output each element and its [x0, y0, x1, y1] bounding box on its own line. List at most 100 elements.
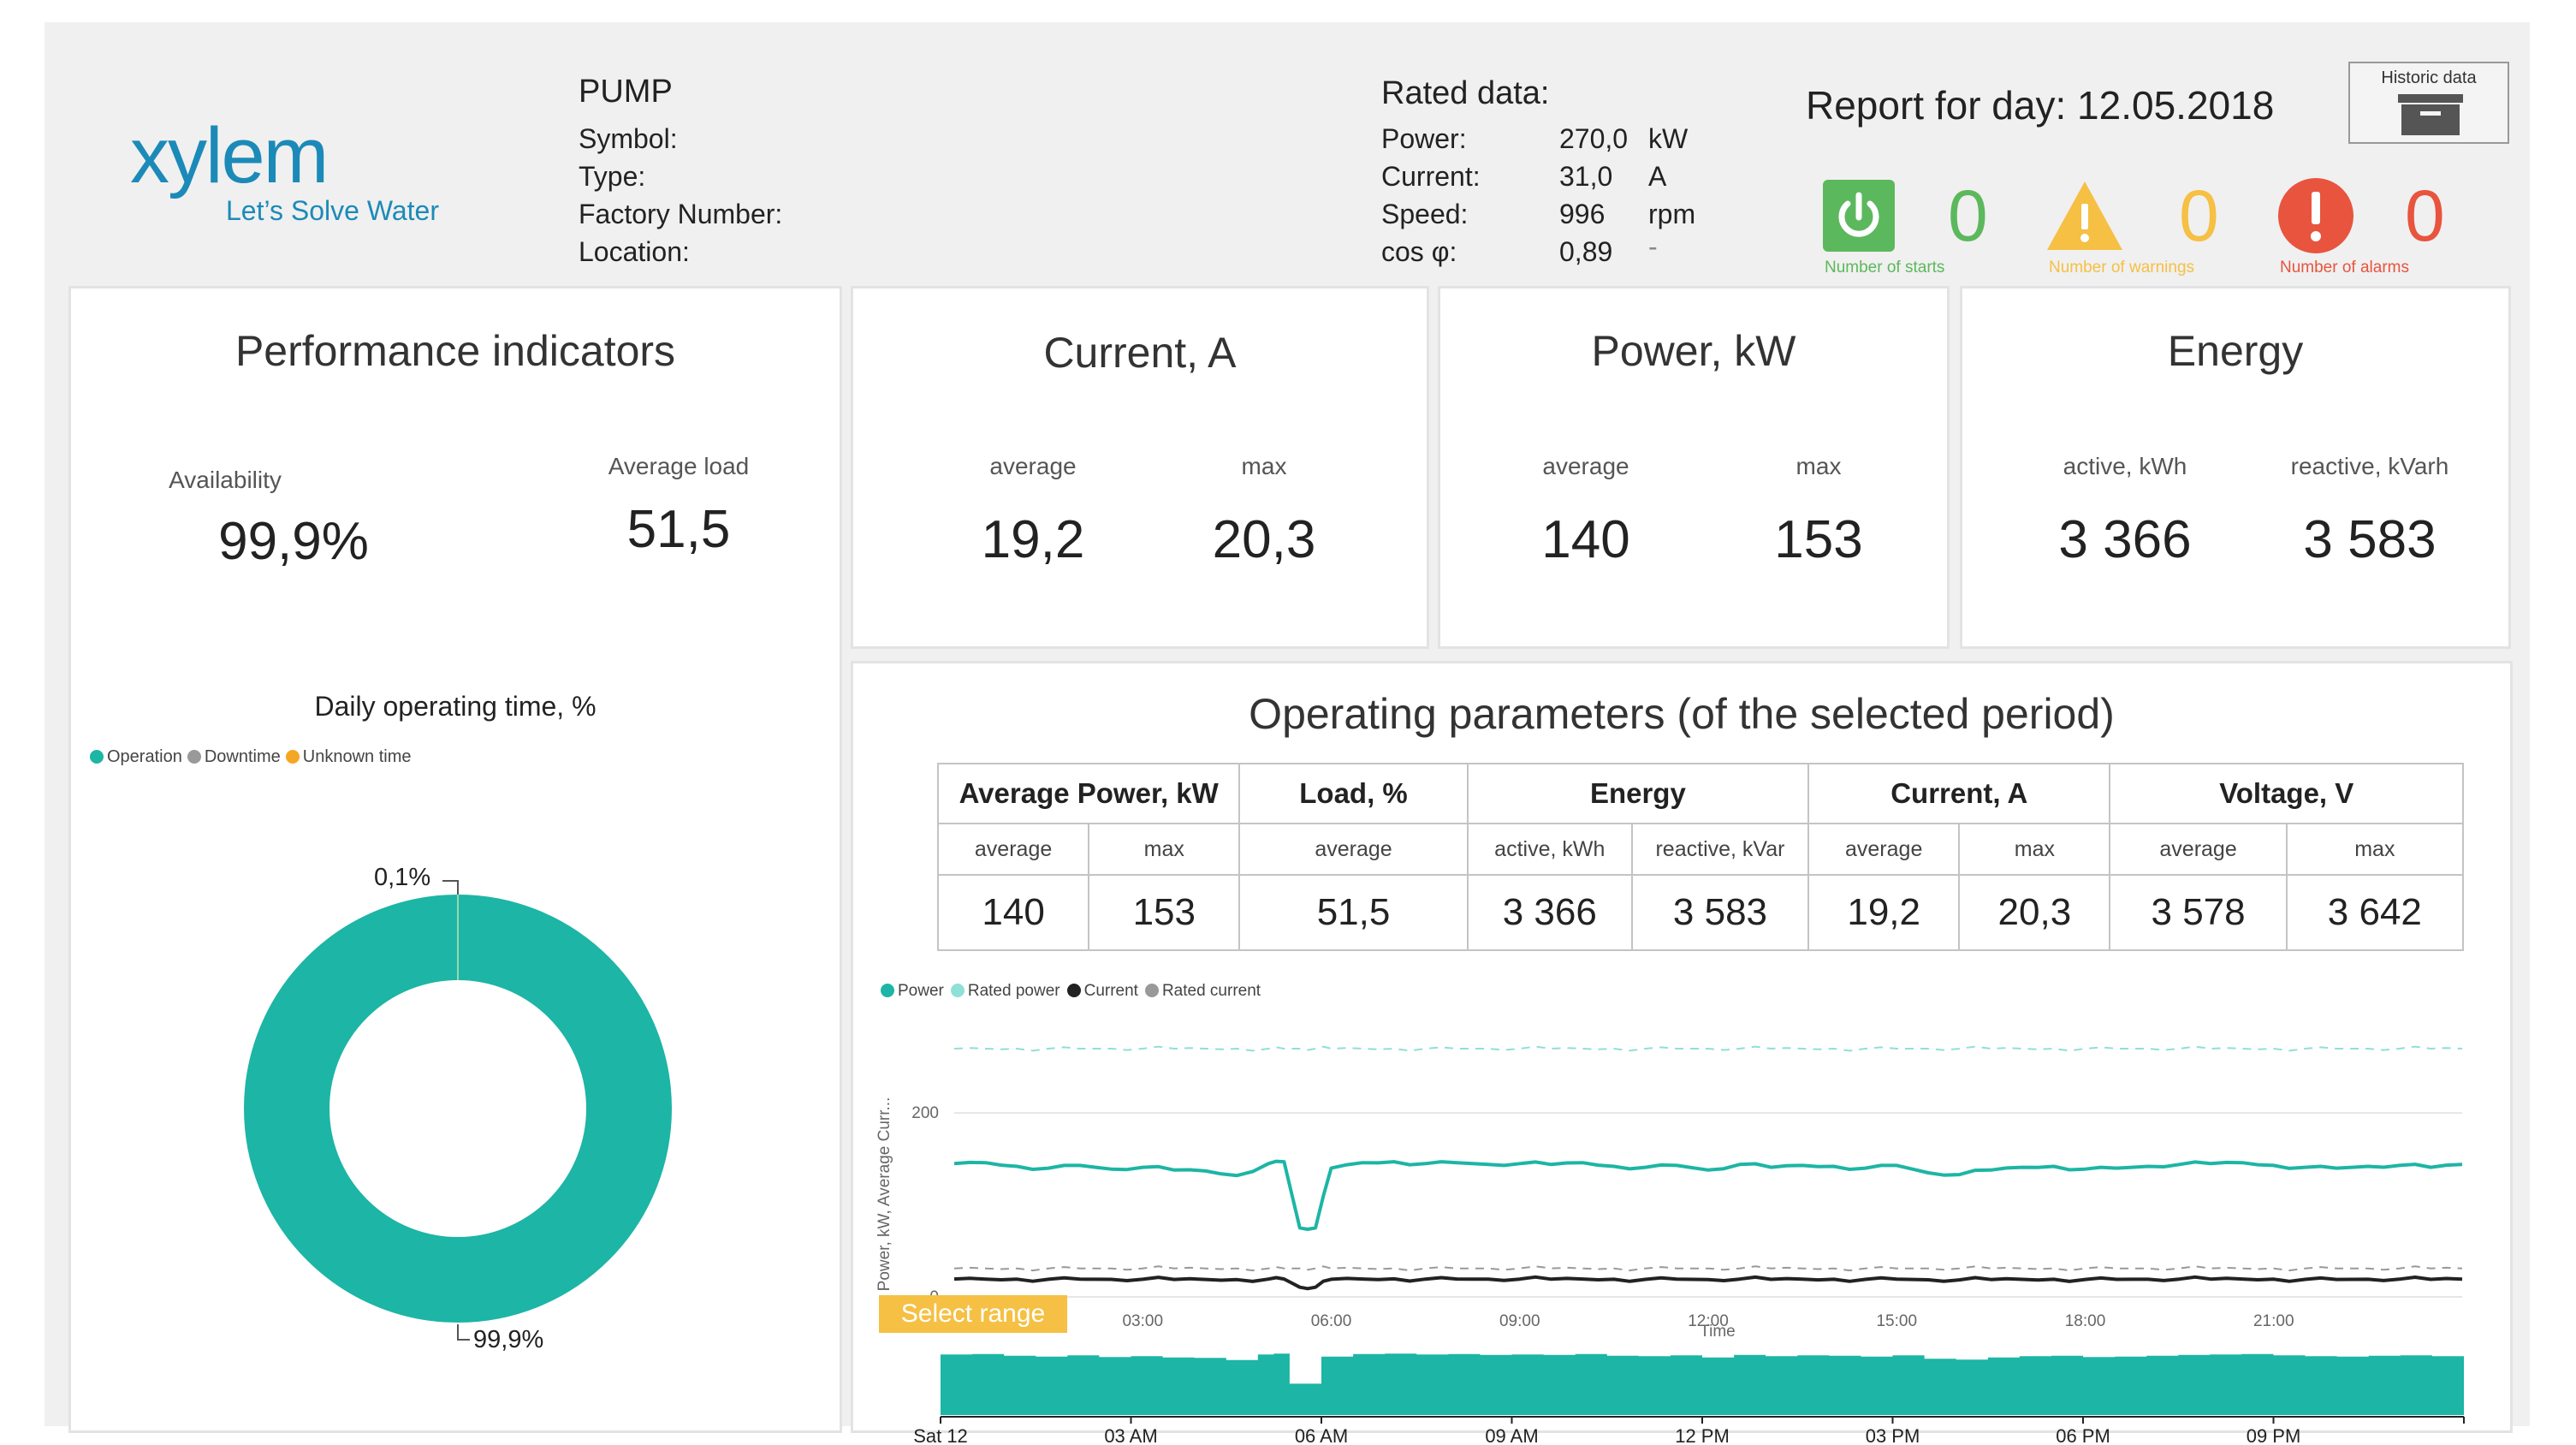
- legend-operation: Operation: [90, 747, 182, 766]
- legend-dot: [881, 984, 894, 997]
- table-header-row: Average Power, kW Load, % Energy Current…: [936, 763, 2464, 824]
- legend-unknown: Unknown time: [285, 747, 412, 766]
- brand-logo: xylem Let’s Solve Water: [130, 116, 439, 227]
- legend-rated-power: Rated power: [950, 982, 1060, 1000]
- rated-cosphi-value: 0,89: [1559, 236, 1613, 267]
- operating-title: Operating parameters (of the selected pe…: [1249, 690, 2115, 738]
- energy-card: Energy active, kWh reactive, kVarh 3 366…: [1960, 286, 2511, 649]
- avg-load-value: 51,5: [626, 500, 731, 559]
- logo-tagline: Let’s Solve Water: [226, 195, 439, 226]
- pump-field-symbol: Symbol:: [579, 123, 678, 154]
- range-tick-label: 06 AM: [1295, 1425, 1348, 1442]
- value-cell: 3 578: [2109, 874, 2288, 951]
- rated-speed-label: Speed:: [1381, 199, 1469, 229]
- legend-label: Rated current: [1161, 982, 1261, 1000]
- current-max-value: 20,3: [1212, 510, 1316, 569]
- warnings-count: 0: [2179, 175, 2219, 256]
- subheader-cell: active, kWh: [1466, 823, 1633, 876]
- range-tick-label: 09 AM: [1485, 1425, 1538, 1442]
- starts-count: 0: [1948, 175, 1988, 256]
- energy-active-value: 3 366: [2058, 510, 2192, 569]
- alarm-icon: [2278, 178, 2353, 253]
- x-tick-label: 09:00: [1499, 1312, 1540, 1330]
- rated-power-label: Power:: [1381, 123, 1467, 154]
- subheader-cell: average: [936, 823, 1090, 876]
- value-cell: 3 366: [1466, 874, 1633, 951]
- rated-cosphi-unit: -: [1648, 231, 1658, 262]
- pump-field-location: Location:: [579, 236, 690, 267]
- select-range-button[interactable]: Select range: [879, 1295, 1067, 1333]
- donut-label-big: 99,9%: [473, 1326, 544, 1353]
- legend-rated-current: Rated current: [1144, 982, 1261, 1000]
- group-avg-power: Average Power, kW: [936, 763, 1241, 824]
- rated-heading: Rated data:: [1381, 75, 1550, 111]
- range-tick-label: 06 PM: [2056, 1425, 2110, 1442]
- report-label: Report for day:: [1806, 83, 2067, 128]
- rated-current-label: Current:: [1381, 161, 1481, 192]
- x-tick-label: 21:00: [2253, 1312, 2294, 1330]
- series-line-power: [953, 1159, 2463, 1231]
- power-avg-value: 140: [1541, 510, 1630, 569]
- legend-power: Power: [881, 982, 944, 1000]
- range-tick-label: 03 AM: [1104, 1425, 1157, 1442]
- historic-data-button[interactable]: Historic data: [2348, 62, 2509, 144]
- line-legend: Power Rated power Current Rated current: [881, 982, 1273, 1001]
- x-tick-label: 03:00: [1122, 1312, 1163, 1330]
- subheader-cell: average: [1238, 823, 1469, 876]
- donut-label-small: 0,1%: [374, 864, 431, 891]
- historic-data-label: Historic data: [2381, 68, 2477, 87]
- value-cell: 140: [936, 874, 1090, 951]
- performance-title: Performance indicators: [234, 327, 676, 375]
- value-cell: 153: [1088, 874, 1241, 951]
- daily-donut-chart: [244, 880, 672, 1341]
- group-current: Current, A: [1807, 763, 2111, 824]
- current-title: Current, A: [1043, 329, 1237, 377]
- range-area: [941, 1353, 2464, 1415]
- table-value-row: 140 153 51,5 3 366 3 583 19,2 20,3 3 578…: [936, 874, 2465, 951]
- x-tick-label: 06:00: [1311, 1312, 1352, 1330]
- legend-label: Unknown time: [302, 747, 412, 766]
- group-voltage: Voltage, V: [2109, 763, 2464, 824]
- availability-label: Availability: [169, 467, 282, 493]
- performance-panel: Performance indicators Availability 99,9…: [68, 286, 842, 1433]
- subheader-cell: max: [1958, 823, 2111, 876]
- power-icon: [1823, 180, 1895, 252]
- rated-current-unit: A: [1648, 161, 1667, 192]
- rated-cosphi-label: cos φ:: [1381, 236, 1457, 267]
- rated-speed-unit: rpm: [1648, 199, 1696, 229]
- report-day: Report for day: 12.05.2018: [1806, 82, 2274, 128]
- power-avg-label: average: [1542, 453, 1629, 479]
- rated-current-value: 31,0: [1559, 161, 1613, 192]
- subheader-cell: max: [2285, 823, 2465, 876]
- alarms-caption: Number of alarms: [2280, 259, 2409, 277]
- legend-dot: [187, 750, 201, 764]
- legend-label: Power: [898, 982, 944, 1000]
- donut-leader-big: [457, 1324, 470, 1341]
- subheader-cell: average: [2109, 823, 2288, 876]
- logo-text: xylem: [130, 112, 329, 199]
- table-subheader-row: average max average active, kWh reactive…: [936, 823, 2465, 876]
- value-cell: 3 583: [1630, 874, 1810, 951]
- legend-dot: [1066, 984, 1081, 997]
- range-tick-label: 03 PM: [1866, 1425, 1920, 1442]
- series-line-current: [953, 1275, 2463, 1291]
- y-tick-label: 200: [911, 1104, 939, 1122]
- donut-leader-small: [442, 880, 459, 895]
- legend-label: Downtime: [204, 747, 281, 766]
- operating-line-chart: Power, kW, Average Curr... Time 020000:0…: [875, 1045, 2463, 1341]
- operating-panel: Operating parameters (of the selected pe…: [851, 661, 2513, 1442]
- current-card: Current, A average max 19,2 20,3: [851, 286, 1429, 649]
- power-max-value: 153: [1774, 510, 1863, 569]
- y-axis-label: Power, kW, Average Curr...: [875, 1097, 893, 1292]
- range-tick-label: 12 PM: [1675, 1425, 1730, 1442]
- legend-downtime: Downtime: [187, 747, 281, 766]
- x-tick-label: 15:00: [1876, 1312, 1917, 1330]
- value-cell: 3 642: [2285, 874, 2465, 951]
- subheader-cell: average: [1807, 823, 1961, 876]
- subheader-cell: max: [1088, 823, 1241, 876]
- range-selector-chart[interactable]: Sat 12 03 AM 06 AM 09 AM 12 PM 03 PM 06 PM 09 P…: [853, 1314, 2514, 1442]
- series-line-rated-power: [953, 1045, 2463, 1052]
- legend-current: Current: [1066, 982, 1138, 1000]
- daily-title: Daily operating time, %: [314, 691, 597, 722]
- current-avg-value: 19,2: [981, 510, 1085, 569]
